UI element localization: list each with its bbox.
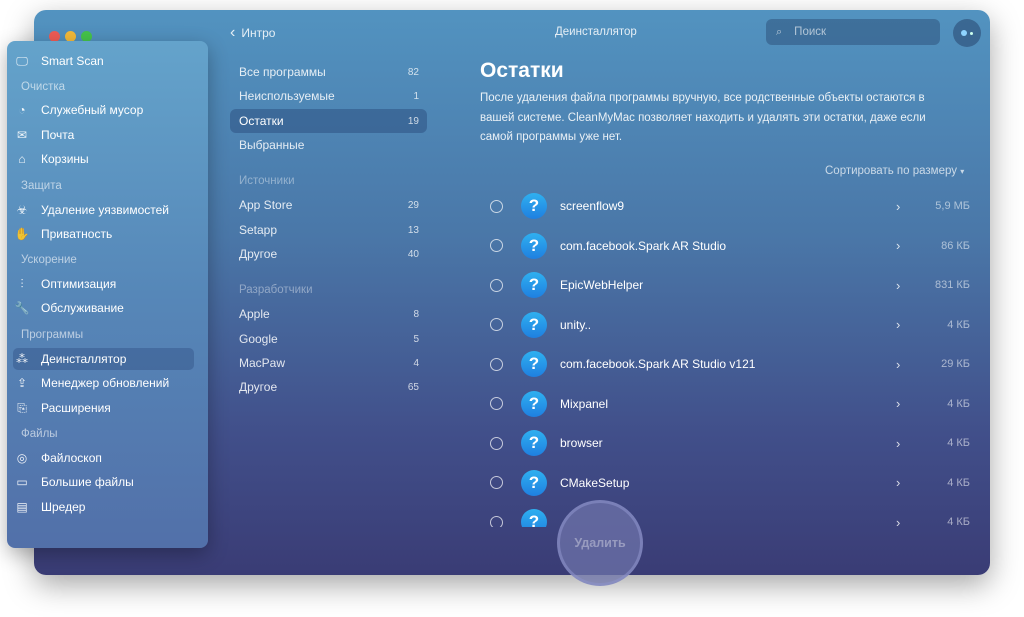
filter-item[interactable]: Setapp 13 xyxy=(239,223,419,237)
chevron-right-icon[interactable]: › xyxy=(896,277,901,293)
chevron-right-icon[interactable]: › xyxy=(896,198,901,214)
leftover-row[interactable]: ? CMakeSetup › 4 КБ xyxy=(482,468,972,498)
sidebar-item[interactable]: ◎ Файлоскоп xyxy=(14,447,194,469)
filter-item[interactable]: MacPaw 4 xyxy=(239,356,419,370)
page-title: Остатки xyxy=(480,59,564,82)
sidebar-section-header: Программы xyxy=(21,329,84,341)
hand-icon: ✋ xyxy=(14,227,30,241)
sidebar xyxy=(7,41,208,548)
folder-icon: ▭ xyxy=(16,475,28,489)
chevron-right-icon[interactable]: › xyxy=(896,396,901,411)
leftover-row[interactable]: ? Mixpanel › 4 КБ xyxy=(482,389,972,419)
filter-item[interactable]: Другое 40 xyxy=(239,247,419,261)
sidebar-section-header: Защита xyxy=(21,180,62,192)
biohazard-icon: ☣ xyxy=(16,203,28,217)
question-mark-app-icon: ? xyxy=(521,272,547,298)
sidebar-item[interactable]: ⌂ Корзины xyxy=(14,148,194,170)
filter-item[interactable]: Выбранные xyxy=(239,138,305,152)
wrench-icon: 🔧 xyxy=(14,301,30,315)
space-lens-icon: ◎ xyxy=(16,451,28,465)
sidebar-item[interactable]: ☣ Удаление уязвимостей xyxy=(14,199,194,221)
uninstaller-icon: ⁂ xyxy=(16,352,28,366)
chevron-right-icon[interactable]: › xyxy=(896,317,901,332)
question-mark-app-icon: ? xyxy=(521,311,547,338)
question-mark-app-icon: ? xyxy=(521,351,547,377)
leftover-row[interactable]: ? unity.. › 4 КБ xyxy=(482,310,972,340)
select-checkbox[interactable] xyxy=(490,476,503,489)
leftover-row[interactable]: ? › 4 КБ xyxy=(482,507,972,527)
filter-section-header: Разработчики xyxy=(239,284,313,296)
trash-icon: ⌂ xyxy=(18,152,26,166)
mail-icon: ✉ xyxy=(16,128,28,142)
leftover-row[interactable]: ? screenflow9 › 5,9 МБ xyxy=(482,191,972,221)
sort-dropdown[interactable]: Сортировать по размеру ▾ xyxy=(825,165,965,177)
select-checkbox[interactable] xyxy=(490,199,503,213)
dropdown-arrow-icon: ▾ xyxy=(960,167,965,176)
question-mark-app-icon: ? xyxy=(521,469,547,496)
sidebar-section-header: Очистка xyxy=(21,81,66,93)
sidebar-item[interactable]: ▭ Большие файлы xyxy=(14,471,194,493)
delete-button[interactable]: Удалить xyxy=(557,500,643,586)
shredder-icon: ▤ xyxy=(16,500,28,514)
filter-item[interactable]: Все программы 82 xyxy=(239,65,419,79)
leftover-row[interactable]: ? com.facebook.Spark AR Studio v121 › 29 КБ xyxy=(482,349,972,379)
extensions-icon: ⎘ xyxy=(17,400,27,415)
question-mark-app-icon: ? xyxy=(521,232,547,259)
chevron-right-icon[interactable]: › xyxy=(896,475,901,490)
system-junk-icon: ◔ xyxy=(18,103,26,117)
updater-icon: ⇪ xyxy=(16,376,28,390)
monitor-icon: 🖵 xyxy=(16,53,28,68)
select-checkbox[interactable] xyxy=(490,436,503,450)
zoom-window-button[interactable] xyxy=(81,31,92,42)
select-checkbox[interactable] xyxy=(490,397,503,410)
sidebar-item[interactable]: ⎘ Расширения xyxy=(14,397,194,419)
search-icon: ⌕ xyxy=(776,25,783,38)
search-input[interactable]: ⌕ Поиск xyxy=(766,19,940,45)
sidebar-item[interactable]: 🔧 Обслуживание xyxy=(14,301,124,315)
sliders-icon: ⫶ xyxy=(20,276,24,291)
sidebar-section-header: Файлы xyxy=(21,428,58,440)
window-title: Деинсталлятор xyxy=(555,26,637,38)
filter-item[interactable]: App Store 29 xyxy=(239,198,419,212)
chevron-left-icon: ‹ xyxy=(230,24,236,41)
chevron-right-icon[interactable]: › xyxy=(896,435,901,451)
filter-item[interactable]: Неиспользуемые 1 xyxy=(239,89,419,103)
question-mark-app-icon: ? xyxy=(521,390,547,417)
chevron-right-icon[interactable]: › xyxy=(896,514,901,528)
back-button[interactable]: ‹ Интро xyxy=(230,24,276,41)
leftover-row[interactable]: ? EpicWebHelper › 831 КБ xyxy=(482,270,972,300)
filter-item[interactable]: Google 5 xyxy=(239,332,419,346)
select-checkbox[interactable] xyxy=(490,239,503,252)
filter-item[interactable]: Apple 8 xyxy=(239,307,419,321)
chevron-right-icon[interactable]: › xyxy=(896,356,901,372)
filter-item[interactable]: Другое 65 xyxy=(239,380,419,394)
chevron-right-icon[interactable]: › xyxy=(896,238,901,253)
assistant-button[interactable] xyxy=(953,19,981,47)
sidebar-item[interactable]: ▤ Шредер xyxy=(14,496,194,518)
sidebar-item[interactable]: ✉ Почта xyxy=(14,124,194,146)
sidebar-item[interactable]: ⇪ Менеджер обновлений xyxy=(14,372,194,394)
question-mark-app-icon: ? xyxy=(521,509,547,527)
question-mark-app-icon: ? xyxy=(521,193,547,219)
leftover-row[interactable]: ? browser › 4 КБ xyxy=(482,428,972,458)
sidebar-item[interactable]: ⫶ Оптимизация xyxy=(14,273,194,295)
sidebar-item-smart-scan[interactable]: 🖵 Smart Scan xyxy=(14,50,194,72)
sidebar-item[interactable]: ⁂ Деинсталлятор xyxy=(13,348,194,370)
filter-item[interactable]: Остатки 19 xyxy=(230,109,427,133)
select-checkbox[interactable] xyxy=(490,515,503,527)
leftover-row[interactable]: ? com.facebook.Spark AR Studio › 86 КБ xyxy=(482,231,972,261)
filter-section-header: Источники xyxy=(239,175,295,187)
page-description: После удаления файла программы вручную, … xyxy=(480,92,926,143)
close-window-button[interactable] xyxy=(49,31,60,42)
select-checkbox[interactable] xyxy=(490,357,503,371)
sidebar-section-header: Ускорение xyxy=(21,254,77,266)
select-checkbox[interactable] xyxy=(490,318,503,331)
question-mark-app-icon: ? xyxy=(521,430,547,456)
select-checkbox[interactable] xyxy=(490,278,503,292)
sidebar-item[interactable]: ◔ Служебный мусор xyxy=(14,99,194,121)
minimize-window-button[interactable] xyxy=(65,31,76,42)
sidebar-item[interactable]: ✋ Приватность xyxy=(14,227,113,241)
